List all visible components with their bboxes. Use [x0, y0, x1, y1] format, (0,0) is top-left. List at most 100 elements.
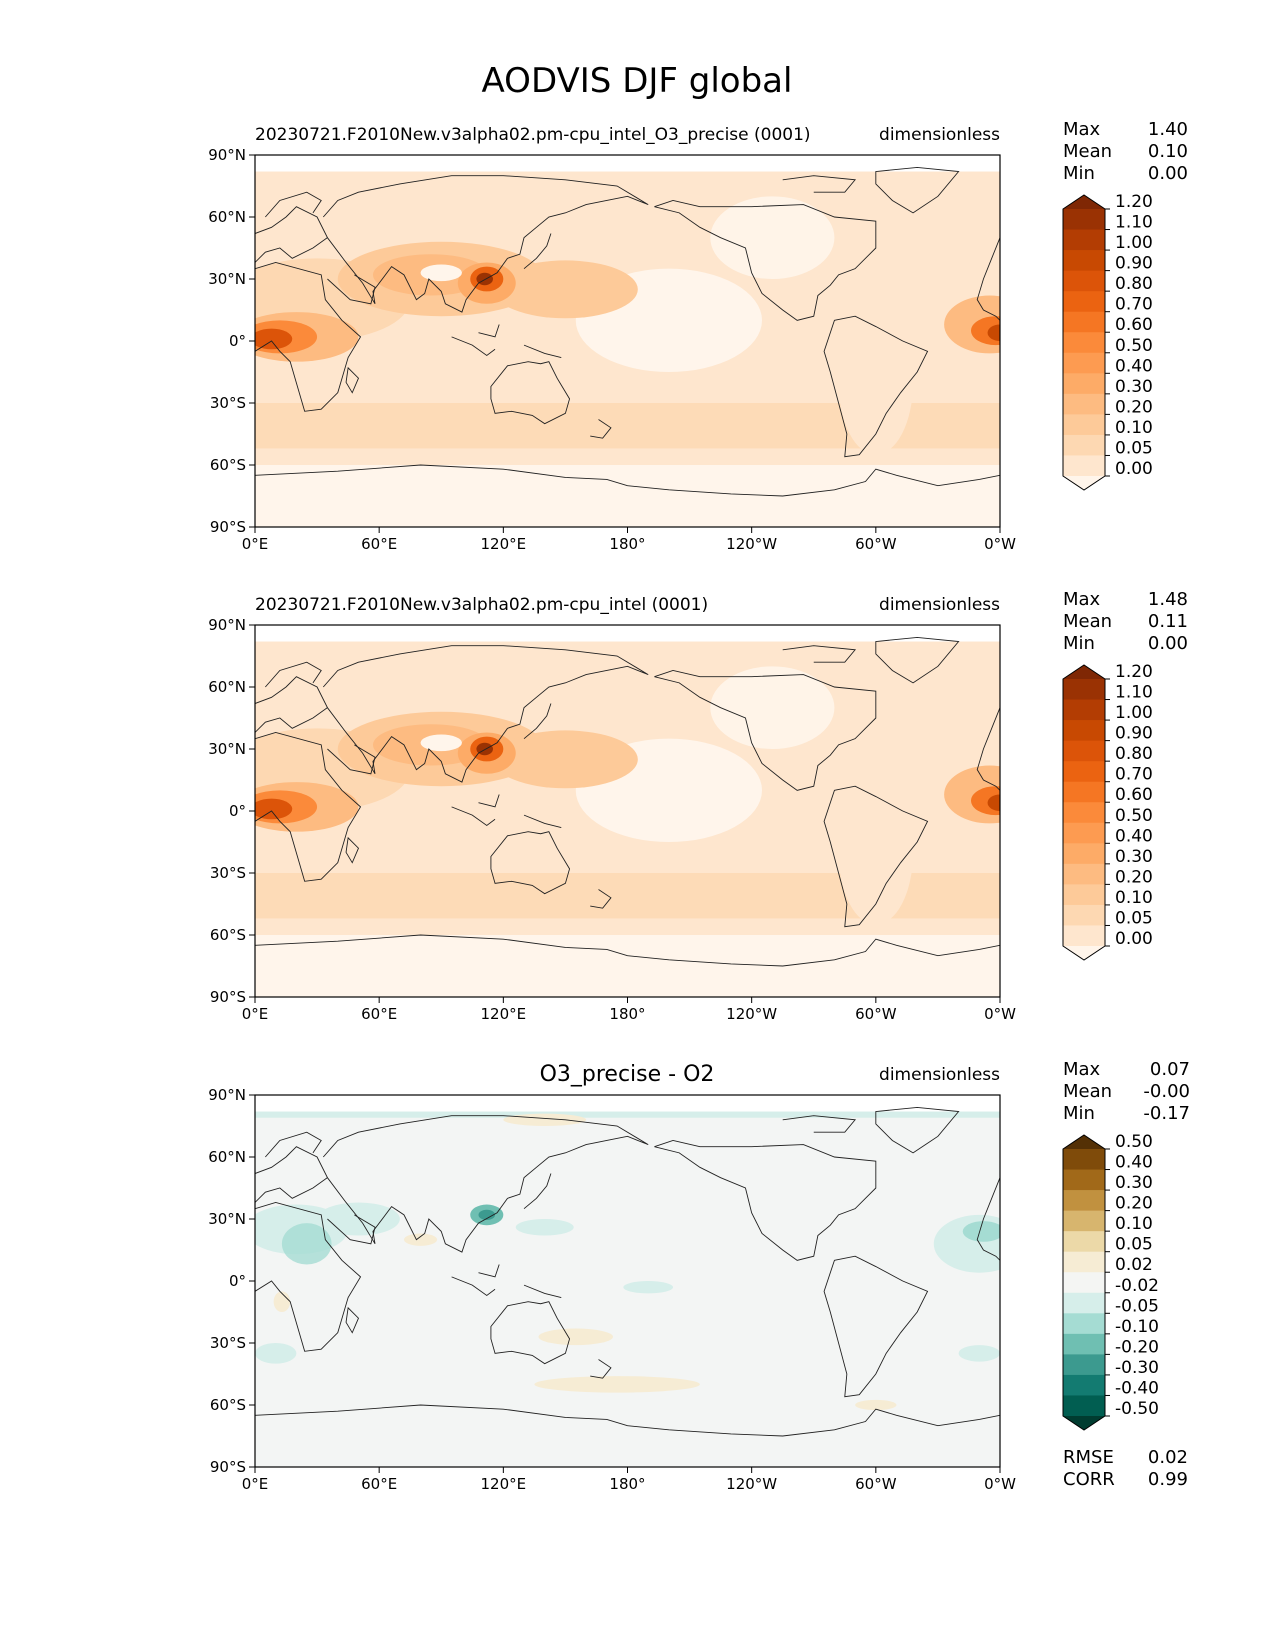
panel-reference: 20230721.F2010New.v3alpha02.pm-cpu_intel…	[208, 589, 1188, 1023]
colorbar-label: -0.50	[1115, 1399, 1159, 1419]
colorbar-label: 0.30	[1115, 377, 1153, 397]
stat-value-min: 0.00	[1148, 163, 1188, 184]
y-tick-label: 30°N	[208, 270, 246, 288]
colorbar-segment	[1063, 1313, 1105, 1335]
y-tick-label: 90°S	[210, 1458, 246, 1476]
panel-test: 20230721.F2010New.v3alpha02.pm-cpu_intel…	[208, 119, 1188, 553]
colorbar-segment	[1063, 1231, 1105, 1253]
metric-label-rmse: RMSE	[1063, 1447, 1114, 1468]
colorbar-label: 0.20	[1115, 867, 1153, 887]
colorbar-label: 1.00	[1115, 233, 1153, 253]
y-tick-label: 90°N	[208, 146, 246, 164]
colorbar-extend-min	[1063, 946, 1105, 960]
colorbar-label: 0.10	[1115, 418, 1153, 438]
colorbar-extend-max	[1063, 1135, 1105, 1149]
colorbar-extend-min	[1063, 1416, 1105, 1430]
colorbar-label: 0.80	[1115, 274, 1153, 294]
colorbar-label: 0.40	[1115, 1153, 1153, 1173]
colorbar-segment	[1063, 414, 1105, 436]
colorbar-extend-min	[1063, 476, 1105, 490]
x-tick-label: 60°E	[361, 1005, 397, 1023]
stat-value-mean: -0.00	[1143, 1081, 1190, 1102]
panel-center-title: O3_precise - O2	[540, 1062, 715, 1087]
x-tick-label: 60°W	[855, 535, 897, 553]
colorbar-extend-max	[1063, 665, 1105, 679]
colorbar-segment	[1063, 679, 1105, 701]
stats-block: Max Mean Min 0.07 -0.00 -0.17	[1063, 1059, 1190, 1124]
colorbar-segment	[1063, 270, 1105, 292]
stat-label-min: Min	[1063, 633, 1095, 654]
y-tick-label: 60°N	[208, 208, 246, 226]
panel-right-title: dimensionless	[879, 125, 1000, 145]
colorbar-segment	[1063, 1272, 1105, 1294]
stat-label-min: Min	[1063, 1103, 1095, 1124]
colorbar-label: 0.00	[1115, 459, 1153, 479]
colorbar-segment	[1063, 699, 1105, 721]
colorbar-segment	[1063, 1190, 1105, 1212]
x-tick-label: 60°W	[855, 1475, 897, 1493]
colorbar-label: 0.02	[1115, 1255, 1153, 1275]
colorbar-segment	[1063, 1374, 1105, 1396]
colorbar-label: 1.10	[1115, 683, 1153, 703]
colorbar: 0.000.050.100.200.300.400.500.600.700.80…	[1062, 192, 1153, 491]
y-tick-label: 30°N	[208, 1210, 246, 1228]
colorbar-segment	[1063, 1292, 1105, 1314]
colorbar-label: 1.20	[1115, 662, 1153, 682]
y-tick-label: 60°S	[210, 1396, 246, 1414]
y-tick-label: 90°S	[210, 988, 246, 1006]
colorbar-label: 1.00	[1115, 703, 1153, 723]
colorbar-segment	[1063, 1149, 1105, 1171]
y-tick-label: 0°	[229, 1272, 246, 1290]
colorbar-label: -0.30	[1115, 1358, 1159, 1378]
y-axis: 90°N 60°N 30°N 0° 30°S 60°S 90°S	[208, 1086, 255, 1476]
colorbar-label: 0.05	[1115, 438, 1153, 458]
x-tick-label: 120°E	[481, 1475, 527, 1493]
colorbar-label: 0.60	[1115, 315, 1153, 335]
colorbar-label: 0.50	[1115, 806, 1153, 826]
map-field	[255, 625, 1000, 997]
colorbar-label: 0.40	[1115, 356, 1153, 376]
metric-label-corr: CORR	[1063, 1469, 1115, 1490]
colorbar-segment	[1063, 822, 1105, 844]
x-axis: 0°E 60°E 120°E 180° 120°W 60°W 0°W	[242, 997, 1016, 1023]
colorbar-segment	[1063, 884, 1105, 906]
colorbar-segment	[1063, 863, 1105, 885]
stat-value-min: -0.17	[1143, 1103, 1190, 1124]
x-tick-label: 60°W	[855, 1005, 897, 1023]
y-tick-label: 30°N	[208, 740, 246, 758]
x-tick-label: 120°E	[481, 1005, 527, 1023]
stat-label-max: Max	[1063, 119, 1101, 140]
x-tick-label: 120°W	[726, 1475, 777, 1493]
figure-title: AODVIS DJF global	[482, 61, 793, 101]
x-tick-label: 60°E	[361, 535, 397, 553]
x-tick-label: 180°	[609, 1005, 645, 1023]
x-tick-label: 0°E	[242, 535, 269, 553]
colorbar-label: 0.90	[1115, 254, 1153, 274]
stat-label-max: Max	[1063, 589, 1101, 610]
stat-label-mean: Mean	[1063, 141, 1112, 162]
colorbar-label: 0.10	[1115, 888, 1153, 908]
colorbar-label: -0.10	[1115, 1317, 1159, 1337]
x-tick-label: 0°E	[242, 1005, 269, 1023]
colorbar-label: 0.10	[1115, 1214, 1153, 1234]
y-tick-label: 30°S	[210, 864, 246, 882]
colorbar-segment	[1063, 332, 1105, 354]
x-tick-label: 0°W	[984, 1475, 1016, 1493]
colorbar-segment	[1063, 1251, 1105, 1273]
stat-value-max: 1.48	[1148, 589, 1188, 610]
colorbar-label: -0.40	[1115, 1378, 1159, 1398]
panel-left-title: 20230721.F2010New.v3alpha02.pm-cpu_intel…	[255, 595, 708, 615]
colorbar-segment	[1063, 373, 1105, 395]
y-tick-label: 60°N	[208, 678, 246, 696]
colorbar-segment	[1063, 250, 1105, 272]
colorbar-segment	[1063, 455, 1105, 477]
colorbar-segment	[1063, 1395, 1105, 1417]
colorbar-segment	[1063, 1210, 1105, 1232]
colorbar-label: 0.60	[1115, 785, 1153, 805]
colorbar-label: 0.70	[1115, 295, 1153, 315]
x-tick-label: 120°W	[726, 1005, 777, 1023]
colorbar-segment	[1063, 904, 1105, 926]
stat-value-mean: 0.10	[1148, 141, 1188, 162]
colorbar-segment	[1063, 1169, 1105, 1191]
colorbar-label: 0.50	[1115, 1132, 1153, 1152]
